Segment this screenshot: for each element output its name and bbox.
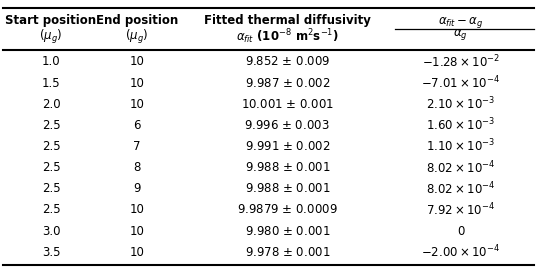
Text: $1.60\times10^{-3}$: $1.60\times10^{-3}$ xyxy=(426,117,495,134)
Text: $\alpha_g$: $\alpha_g$ xyxy=(453,27,468,42)
Text: 10: 10 xyxy=(129,77,144,90)
Text: 9.987 $\pm$ 0.002: 9.987 $\pm$ 0.002 xyxy=(244,77,330,90)
Text: 2.5: 2.5 xyxy=(42,161,60,174)
Text: $\alpha_{fit}$ (10$^{-8}$ m$^2$s$^{-1}$): $\alpha_{fit}$ (10$^{-8}$ m$^2$s$^{-1}$) xyxy=(236,27,339,46)
Text: 9: 9 xyxy=(133,182,141,195)
Text: 1.0: 1.0 xyxy=(42,55,60,68)
Text: $(\mu_g)$: $(\mu_g)$ xyxy=(125,28,149,46)
Text: $2.10\times10^{-3}$: $2.10\times10^{-3}$ xyxy=(426,96,495,113)
Text: 0: 0 xyxy=(457,225,465,237)
Text: 9.988 $\pm$ 0.001: 9.988 $\pm$ 0.001 xyxy=(244,182,330,195)
Text: $8.02\times10^{-4}$: $8.02\times10^{-4}$ xyxy=(426,180,496,197)
Text: $-2.00\times10^{-4}$: $-2.00\times10^{-4}$ xyxy=(421,244,500,260)
Text: End position: End position xyxy=(96,14,178,27)
Text: 3.5: 3.5 xyxy=(42,246,60,259)
Text: Start position: Start position xyxy=(5,14,97,27)
Text: 9.980 $\pm$ 0.001: 9.980 $\pm$ 0.001 xyxy=(244,225,330,237)
Text: 9.991 $\pm$ 0.002: 9.991 $\pm$ 0.002 xyxy=(244,140,330,153)
Text: 2.0: 2.0 xyxy=(42,98,60,111)
Text: 2.5: 2.5 xyxy=(42,119,60,132)
Text: 9.9879 $\pm$ 0.0009: 9.9879 $\pm$ 0.0009 xyxy=(237,203,338,216)
Text: 7: 7 xyxy=(133,140,141,153)
Text: 10: 10 xyxy=(129,225,144,237)
Text: 9.988 $\pm$ 0.001: 9.988 $\pm$ 0.001 xyxy=(244,161,330,174)
Text: 10: 10 xyxy=(129,203,144,216)
Text: 9.852 $\pm$ 0.009: 9.852 $\pm$ 0.009 xyxy=(245,55,330,68)
Text: 9.996 $\pm$ 0.003: 9.996 $\pm$ 0.003 xyxy=(244,119,330,132)
Text: 1.5: 1.5 xyxy=(42,77,60,90)
Text: $7.92\times10^{-4}$: $7.92\times10^{-4}$ xyxy=(426,202,495,218)
Text: 3.0: 3.0 xyxy=(42,225,60,237)
Text: Fitted thermal diffusivity: Fitted thermal diffusivity xyxy=(204,14,371,27)
Text: 10: 10 xyxy=(129,98,144,111)
Text: 10.001 $\pm$ 0.001: 10.001 $\pm$ 0.001 xyxy=(241,98,334,111)
Text: 8: 8 xyxy=(133,161,141,174)
Text: 6: 6 xyxy=(133,119,141,132)
Text: 2.5: 2.5 xyxy=(42,182,60,195)
Text: 2.5: 2.5 xyxy=(42,140,60,153)
Text: $-7.01\times10^{-4}$: $-7.01\times10^{-4}$ xyxy=(421,75,500,91)
Text: 10: 10 xyxy=(129,246,144,259)
Text: $\alpha_{fit} - \alpha_g$: $\alpha_{fit} - \alpha_g$ xyxy=(438,15,483,30)
Text: $8.02\times10^{-4}$: $8.02\times10^{-4}$ xyxy=(426,159,496,176)
Text: 2.5: 2.5 xyxy=(42,203,60,216)
Text: $(\mu_g)$: $(\mu_g)$ xyxy=(39,28,63,46)
Text: $-1.28\times10^{-2}$: $-1.28\times10^{-2}$ xyxy=(422,54,500,70)
Text: $1.10\times10^{-3}$: $1.10\times10^{-3}$ xyxy=(426,138,495,155)
Text: 9.978 $\pm$ 0.001: 9.978 $\pm$ 0.001 xyxy=(244,246,330,259)
Text: 10: 10 xyxy=(129,55,144,68)
